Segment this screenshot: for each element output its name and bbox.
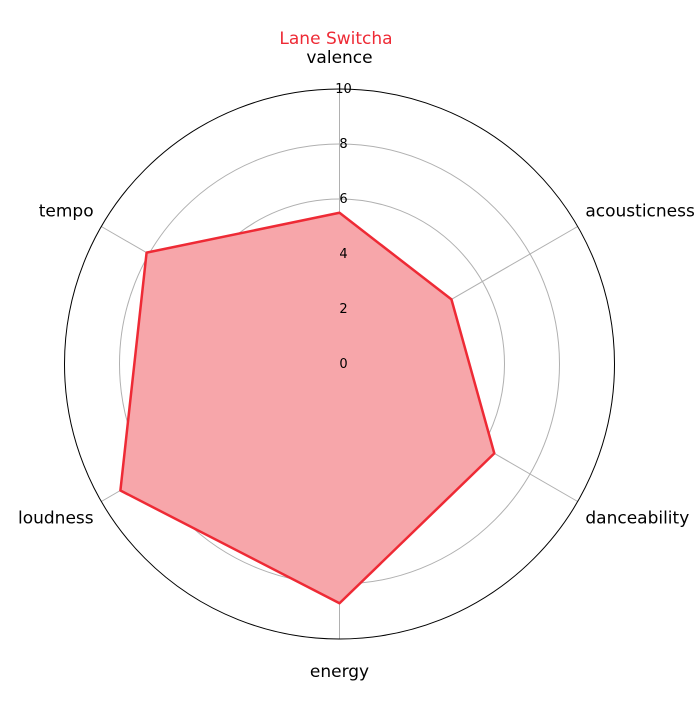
tick-label-0: 0 — [339, 357, 347, 372]
axis-label-danceability: danceability — [585, 509, 689, 529]
radar-data — [119, 211, 496, 605]
axis-label-energy: energy — [310, 662, 369, 682]
axis-label-loudness: loudness — [18, 509, 94, 529]
axis-label-tempo: tempo — [39, 202, 94, 222]
tick-label-2: 2 — [339, 302, 347, 317]
series-fill — [120, 212, 495, 604]
radial-tick-labels: 0 2 4 6 8 10 — [335, 82, 352, 372]
tick-label-4: 4 — [339, 247, 347, 262]
tick-label-6: 6 — [339, 192, 347, 207]
chart-title: Lane Switcha — [279, 29, 392, 49]
outer-frame — [64, 88, 615, 640]
axis-label-valence: valence — [306, 48, 372, 68]
axis-label-acousticness: acousticness — [585, 202, 695, 222]
tick-label-10: 10 — [335, 82, 352, 97]
axis-labels: valence acousticness danceability energy lou… — [18, 48, 695, 682]
tick-label-8: 8 — [339, 137, 347, 152]
